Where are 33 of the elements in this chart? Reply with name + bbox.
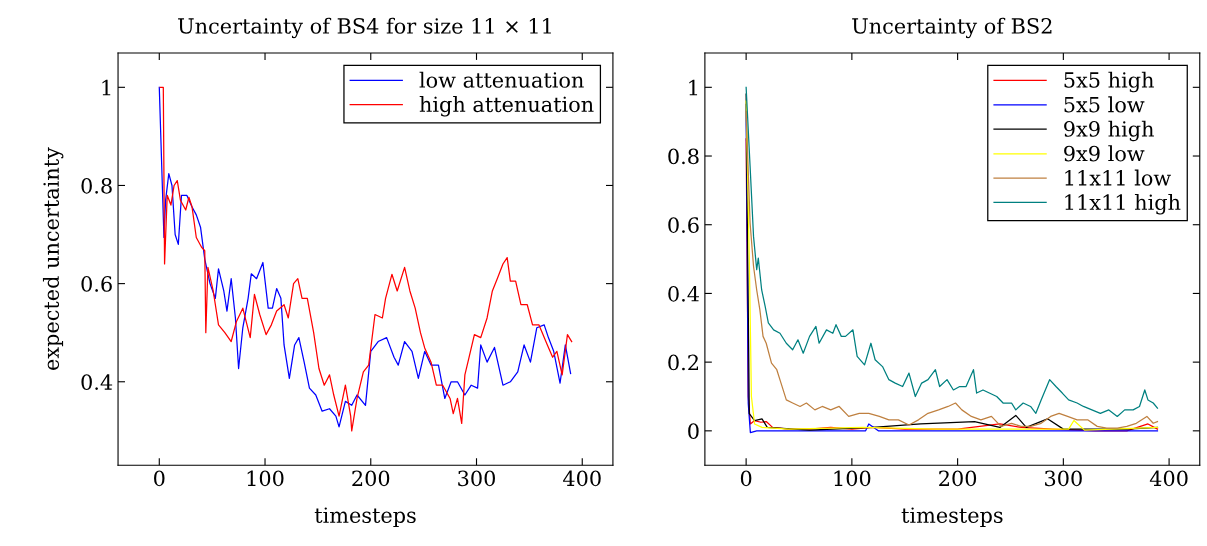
legend-label: 9x9 high xyxy=(1064,120,1154,142)
legend-label: 5x5 low xyxy=(1064,96,1145,113)
x-tick-label: 300 xyxy=(458,470,496,487)
y-tick-label: 0.6 xyxy=(668,217,699,233)
y-tick-label: 1 xyxy=(689,79,698,96)
y-tick-label: 0 xyxy=(688,423,699,440)
y-tick-label: 0.4 xyxy=(668,285,699,302)
legend-label: 9x9 low xyxy=(1064,145,1145,162)
x-axis-title: timesteps xyxy=(901,507,1003,528)
y-tick-label: 1 xyxy=(102,79,111,96)
x-axis-title: timesteps xyxy=(314,507,416,528)
y-tick-label: 0.8 xyxy=(668,148,699,165)
y-tick-label: 0.8 xyxy=(81,177,112,194)
chart-title: Uncertainty of BS4 for size 11 × 11 xyxy=(178,17,551,39)
y-tick-label: 0.6 xyxy=(81,276,112,292)
y-axis-title: expected uncertainty xyxy=(42,147,64,370)
x-tick-label: 0 xyxy=(154,470,165,487)
legend-label: 5x5 high xyxy=(1064,71,1154,93)
x-tick-label: 0 xyxy=(740,470,752,487)
x-tick-label: 100 xyxy=(247,470,284,487)
x-tick-label: 400 xyxy=(563,470,601,487)
y-tick-label: 0.4 xyxy=(81,374,113,390)
x-tick-label: 200 xyxy=(352,470,390,487)
x-tick-label: 300 xyxy=(1045,470,1082,487)
legend-label: 11x11 high xyxy=(1065,193,1181,215)
y-tick-label: 0.2 xyxy=(668,354,698,371)
legend-label: low attenuation xyxy=(419,71,584,88)
x-tick-label: 200 xyxy=(939,470,977,487)
x-tick-label: 400 xyxy=(1149,470,1188,487)
x-tick-label: 100 xyxy=(834,470,871,487)
legend-label: 11x11 low xyxy=(1065,169,1171,186)
chart-title: Uncertainty of BS2 xyxy=(852,17,1052,39)
legend-label: high attenuation xyxy=(419,96,594,117)
